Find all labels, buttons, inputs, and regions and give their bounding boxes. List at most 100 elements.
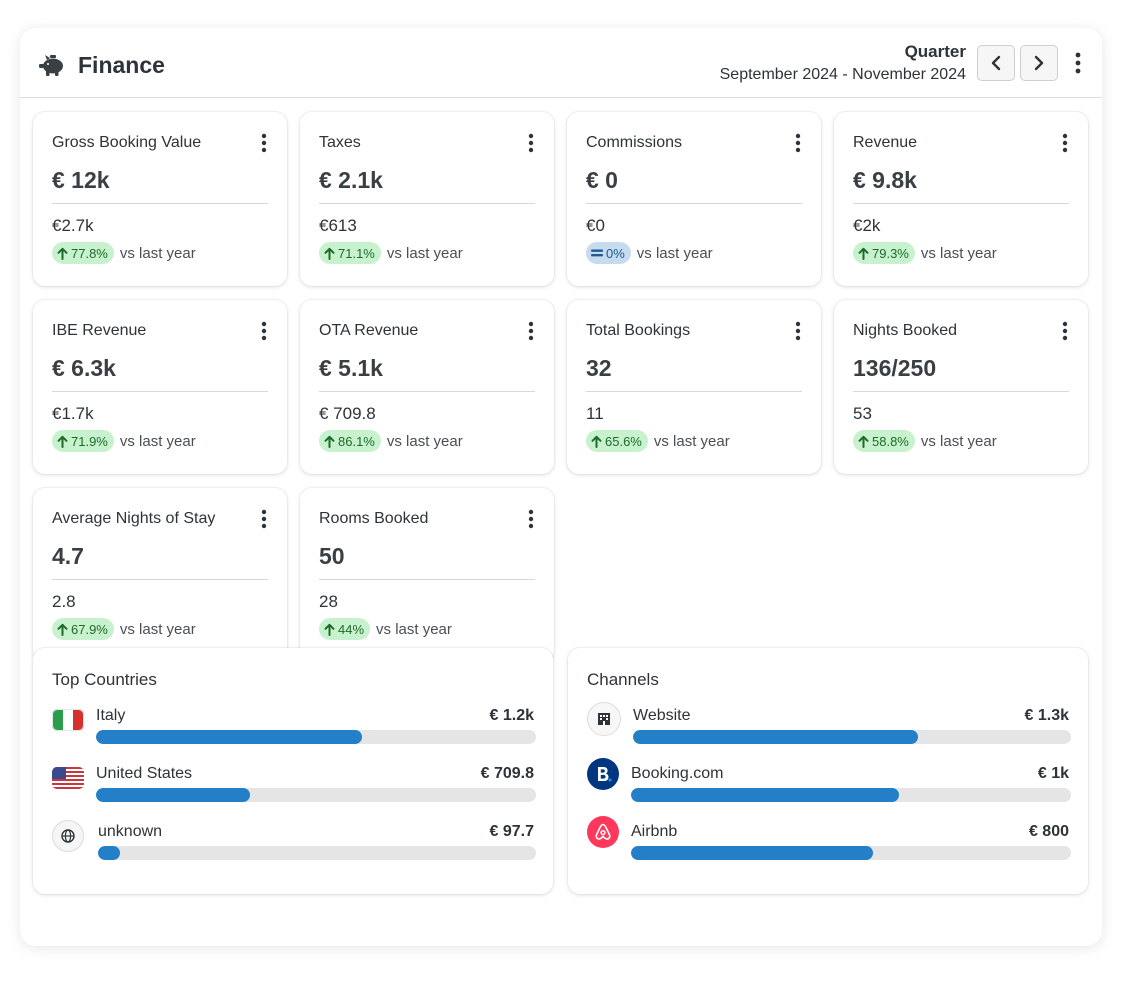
- kpi-previous-value: €2k: [853, 216, 881, 235]
- arrow-up-icon: [858, 247, 869, 260]
- chevron-left-icon: [991, 55, 1001, 71]
- channel-progress-bar: [631, 788, 1071, 802]
- change-badge: 71.1%: [319, 242, 381, 264]
- kpi-value: 50: [319, 543, 345, 569]
- kpi-label: Total Bookings: [586, 322, 691, 339]
- channel-row-website[interactable]: Website € 1.3k: [568, 702, 1088, 757]
- channel-name: Website: [633, 707, 691, 724]
- divider: [52, 579, 268, 580]
- more-options-icon[interactable]: [1058, 132, 1072, 154]
- divider: [586, 391, 802, 392]
- more-options-icon[interactable]: [1070, 51, 1086, 75]
- kpi-card-revenue: Revenue € 9.8k €2k 79.3% vs last year: [834, 112, 1088, 286]
- change-percent: 86.1%: [338, 433, 375, 449]
- kpi-card-average-nights-of-stay: Average Nights of Stay 4.7 2.8 67.9% vs last…: [33, 488, 287, 662]
- kpi-label: Gross Booking Value: [52, 134, 202, 151]
- compare-label: vs last year: [119, 620, 196, 638]
- kpi-label: Commissions: [586, 134, 683, 151]
- more-options-icon[interactable]: [524, 132, 538, 154]
- kpi-comparison: 58.8% vs last year: [853, 430, 997, 452]
- previous-period-button[interactable]: [977, 45, 1015, 81]
- change-percent: 0%: [606, 245, 625, 261]
- arrow-up-icon: [591, 435, 602, 448]
- change-badge: 67.9%: [52, 618, 114, 640]
- kpi-label: Nights Booked: [853, 322, 958, 339]
- change-percent: 58.8%: [872, 433, 909, 449]
- channels-title: Channels: [587, 670, 659, 689]
- more-options-icon[interactable]: [791, 320, 805, 342]
- kpi-value: € 5.1k: [319, 355, 383, 381]
- kpi-comparison: 65.6% vs last year: [586, 430, 730, 452]
- us-flag-icon: [52, 767, 84, 789]
- compare-label: vs last year: [920, 244, 997, 262]
- more-options-icon[interactable]: [257, 320, 271, 342]
- country-name: unknown: [98, 823, 163, 840]
- kpi-comparison: 77.8% vs last year: [52, 242, 196, 264]
- channel-progress-bar: [633, 730, 1071, 744]
- change-badge: 71.9%: [52, 430, 114, 452]
- country-row-united-states[interactable]: United States € 709.8: [33, 763, 553, 815]
- kpi-label: IBE Revenue: [52, 322, 147, 339]
- kpi-comparison: 44% vs last year: [319, 618, 452, 640]
- country-progress-bar: [96, 730, 536, 744]
- country-row-unknown[interactable]: unknown € 97.7: [33, 820, 553, 873]
- kpi-card-taxes: Taxes € 2.1k €613 71.1% vs last year: [300, 112, 554, 286]
- kpi-previous-value: 28: [319, 592, 338, 611]
- kpi-card-total-bookings: Total Bookings 32 11 65.6% vs last year: [567, 300, 821, 474]
- kpi-label: OTA Revenue: [319, 322, 419, 339]
- compare-label: vs last year: [376, 620, 452, 638]
- country-progress-fill: [96, 730, 363, 744]
- kpi-card-gross-booking-value: Gross Booking Value € 12k €2.7k 77.8% vs las…: [33, 112, 287, 286]
- kpi-card-ibe-revenue: IBE Revenue € 6.3k €1.7k 71.9% vs last year: [33, 300, 287, 474]
- more-options-icon[interactable]: [524, 320, 538, 342]
- arrow-up-icon: [858, 435, 869, 448]
- more-options-icon[interactable]: [257, 132, 271, 154]
- arrow-up-icon: [57, 435, 68, 448]
- kpi-value: 32: [586, 355, 612, 381]
- equals-icon: [591, 249, 603, 257]
- change-percent: 71.9%: [71, 433, 108, 449]
- compare-label: vs last year: [920, 432, 997, 450]
- kpi-previous-value: € 709.8: [319, 404, 376, 423]
- channel-value: € 800: [1028, 823, 1069, 840]
- arrow-up-icon: [57, 247, 68, 260]
- next-period-button[interactable]: [1020, 45, 1058, 81]
- kpi-comparison: 71.9% vs last year: [52, 430, 196, 452]
- country-progress-bar: [98, 846, 536, 860]
- divider: [52, 391, 268, 392]
- channel-row-booking-com[interactable]: Booking.com € 1k: [568, 758, 1088, 815]
- kpi-value: 136/250: [853, 355, 937, 381]
- divider: [586, 203, 802, 204]
- kpi-previous-value: 11: [586, 404, 604, 423]
- arrow-up-icon: [324, 623, 335, 636]
- more-options-icon[interactable]: [791, 132, 805, 154]
- kpi-value: € 9.8k: [853, 167, 917, 193]
- kpi-comparison: 0% vs last year: [586, 242, 713, 264]
- kpi-card-ota-revenue: OTA Revenue € 5.1k € 709.8 86.1% vs last yea…: [300, 300, 554, 474]
- kpi-previous-value: €0: [586, 216, 605, 235]
- arrow-up-icon: [324, 247, 335, 260]
- kpi-label: Average Nights of Stay: [52, 510, 216, 527]
- kpi-card-nights-booked: Nights Booked 136/250 53 58.8% vs last year: [834, 300, 1088, 474]
- change-badge: 58.8%: [853, 430, 915, 452]
- chevron-right-icon: [1034, 55, 1044, 71]
- country-row-italy[interactable]: Italy € 1.2k: [33, 705, 553, 757]
- divider: [52, 203, 268, 204]
- kpi-previous-value: 2.8: [52, 592, 76, 611]
- channel-value: € 1k: [1037, 765, 1069, 782]
- change-percent: 65.6%: [605, 433, 642, 449]
- kpi-comparison: 67.9% vs last year: [52, 618, 196, 640]
- country-name: United States: [96, 765, 193, 782]
- kpi-comparison: 71.1% vs last year: [319, 242, 463, 264]
- country-value: € 709.8: [480, 765, 534, 782]
- change-percent: 79.3%: [872, 245, 909, 261]
- more-options-icon[interactable]: [257, 508, 271, 530]
- change-badge: 44%: [319, 618, 371, 640]
- more-options-icon[interactable]: [1058, 320, 1072, 342]
- compare-label: vs last year: [119, 244, 196, 262]
- more-options-icon[interactable]: [524, 508, 538, 530]
- kpi-previous-value: 53: [853, 404, 872, 423]
- arrow-up-icon: [324, 435, 335, 448]
- channel-row-airbnb[interactable]: Airbnb € 800: [568, 816, 1088, 873]
- kpi-card-commissions: Commissions € 0 €0 0% vs last year: [567, 112, 821, 286]
